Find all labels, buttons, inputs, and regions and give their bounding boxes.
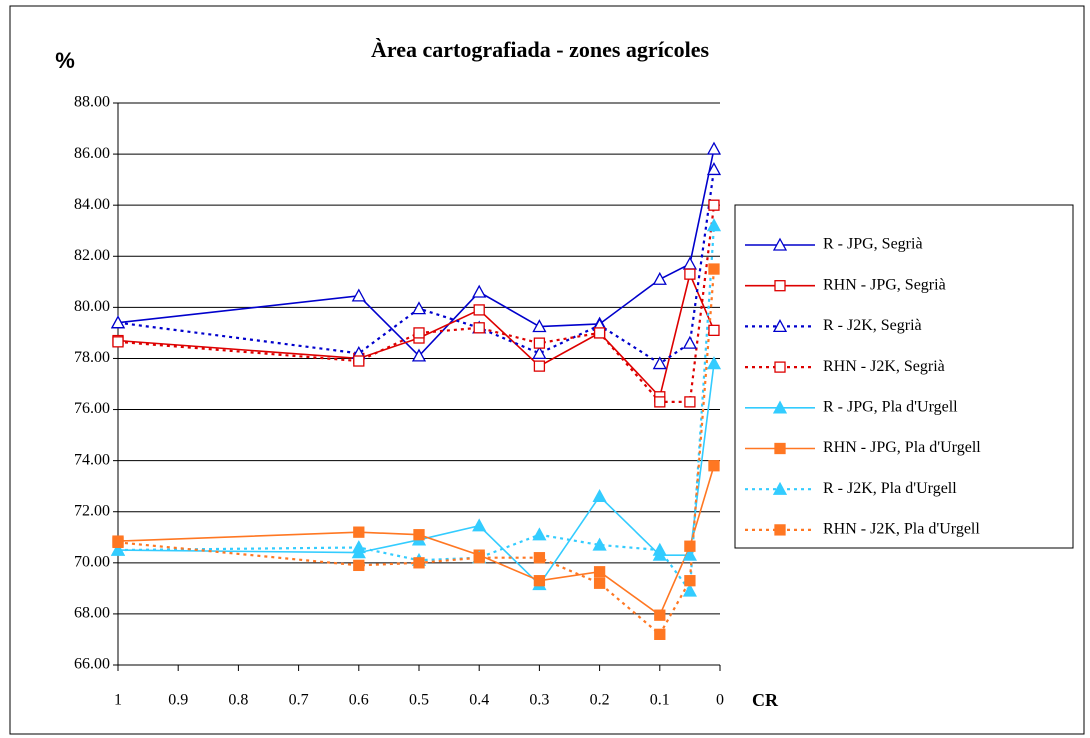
marker [472, 284, 487, 298]
x-tick-label: 0.4 [469, 692, 489, 709]
y-tick-label: 66.00 [74, 656, 110, 673]
y-tick-label: 88.00 [74, 94, 110, 111]
marker [706, 162, 722, 176]
y-tick-label: 84.00 [74, 196, 110, 213]
marker [654, 628, 666, 640]
y-tick-label: 80.00 [74, 298, 110, 315]
marker [592, 537, 607, 551]
legend-marker [774, 524, 786, 536]
marker [533, 552, 546, 564]
x-tick-label: 0 [716, 692, 724, 709]
marker [706, 218, 722, 232]
x-axis-label: CR [752, 690, 779, 710]
marker [682, 547, 697, 561]
chart-title: Àrea cartografiada - zones agrícoles [371, 37, 709, 62]
marker [353, 355, 365, 367]
marker [652, 356, 667, 370]
marker [652, 271, 667, 285]
legend-label: R - JPG, Segrià [823, 236, 923, 253]
legend-marker [772, 237, 788, 251]
x-tick-label: 0.6 [349, 692, 369, 709]
marker [353, 559, 365, 572]
x-tick-label: 0.2 [590, 692, 610, 709]
y-tick-label: 86.00 [74, 145, 110, 162]
marker [684, 396, 696, 408]
marker [413, 529, 425, 541]
legend-marker [772, 481, 788, 495]
y-tick-label: 78.00 [74, 349, 110, 366]
x-tick-label: 0.8 [228, 692, 248, 709]
y-tick-label: 76.00 [74, 400, 110, 417]
marker [654, 609, 666, 621]
marker [533, 360, 546, 372]
marker [413, 557, 425, 569]
legend-marker [774, 361, 786, 373]
marker [684, 575, 696, 587]
y-tick-label: 82.00 [74, 247, 110, 264]
x-tick-label: 0.7 [289, 692, 309, 709]
marker [473, 552, 485, 564]
marker [682, 583, 697, 597]
marker [411, 348, 427, 362]
marker [473, 304, 485, 316]
marker [684, 540, 696, 552]
marker [708, 263, 720, 275]
legend-label: R - J2K, Pla d'Urgell [823, 480, 957, 497]
marker [592, 489, 607, 503]
x-tick-label: 0.1 [650, 692, 670, 709]
marker [706, 141, 722, 155]
y-axis-label: % [55, 48, 75, 73]
series-line [117, 205, 716, 403]
marker [684, 268, 696, 280]
marker [112, 336, 124, 348]
legend-label: R - J2K, Segrià [823, 317, 922, 334]
y-tick-label: 74.00 [74, 451, 110, 468]
x-tick-label: 0.5 [409, 692, 429, 709]
legend-label: RHN - JPG, Segrià [823, 276, 946, 293]
marker [532, 527, 547, 541]
marker [706, 356, 722, 370]
marker [110, 315, 126, 329]
marker [652, 542, 667, 556]
marker [351, 540, 366, 554]
legend-marker [772, 319, 788, 333]
legend-box [734, 204, 1074, 549]
y-tick-label: 72.00 [74, 502, 110, 519]
marker [112, 536, 124, 549]
marker [708, 324, 720, 337]
marker [708, 460, 720, 472]
legend-label: RHN - JPG, Pla d'Urgell [823, 439, 981, 456]
marker [472, 518, 487, 532]
marker [411, 301, 427, 315]
marker [110, 542, 126, 556]
marker [593, 566, 606, 578]
legend-marker [774, 442, 786, 455]
marker [593, 577, 606, 589]
marker [532, 319, 547, 333]
y-tick-label: 70.00 [74, 553, 110, 570]
marker [532, 345, 547, 359]
y-tick-label: 68.00 [74, 605, 110, 622]
series-line [117, 169, 716, 365]
legend-label: RHN - J2K, Pla d'Urgell [823, 521, 980, 538]
legend-label: RHN - J2K, Segrià [823, 358, 945, 375]
marker [593, 327, 606, 339]
marker [533, 575, 546, 587]
marker [533, 337, 546, 349]
legend-marker [774, 280, 786, 292]
x-tick-label: 0.9 [168, 692, 188, 709]
marker [413, 327, 425, 339]
marker [682, 335, 697, 349]
legend-label: R - JPG, Pla d'Urgell [823, 398, 958, 415]
marker [473, 322, 485, 334]
marker [351, 288, 366, 302]
x-tick-label: 1 [114, 692, 122, 709]
marker [708, 199, 720, 211]
x-tick-label: 0.3 [529, 692, 549, 709]
legend-marker [772, 400, 788, 414]
marker [654, 396, 666, 408]
marker [353, 526, 365, 538]
